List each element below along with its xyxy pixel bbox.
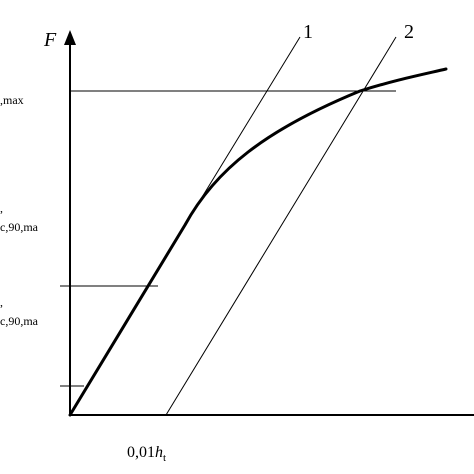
x-marker-prefix: 0,01 [127, 444, 155, 461]
x-marker-var: h [155, 444, 163, 461]
x-marker-label: 0,01ht [127, 444, 166, 464]
reference-line-2 [165, 36, 397, 416]
level-upper-label: ,max [0, 93, 24, 107]
level-middle-label: c,90,ma [0, 220, 39, 234]
y-axis-label: F [43, 29, 57, 51]
line-2-label: 2 [404, 21, 414, 43]
load-deformation-curve [68, 67, 448, 417]
y-axis-arrow-icon [64, 30, 76, 45]
x-marker-sub: t [163, 452, 166, 464]
level-lower-label: c,90,ma [0, 314, 39, 328]
level-lower-tick-mark: , [0, 295, 3, 309]
level-middle-tick-mark: , [0, 201, 3, 215]
line-1-label: 1 [303, 21, 313, 43]
